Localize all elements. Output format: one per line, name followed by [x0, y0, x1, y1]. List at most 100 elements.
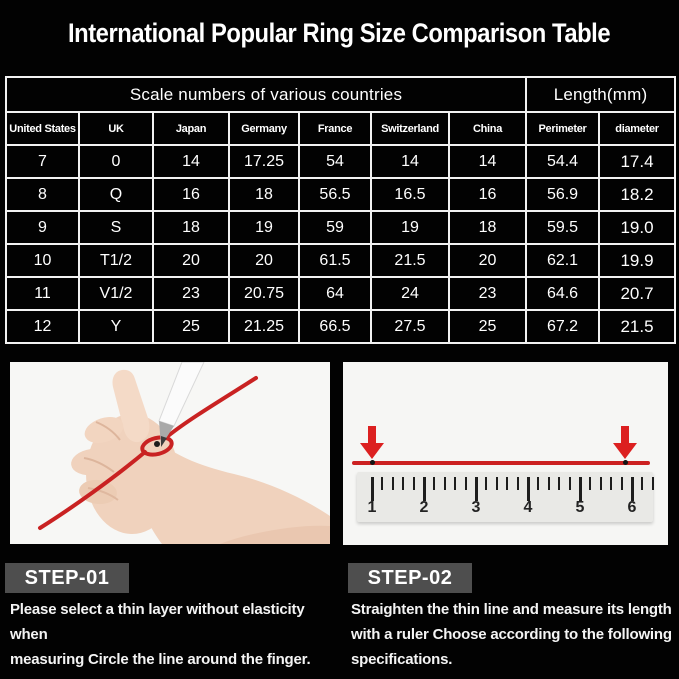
- table-cell: 20: [152, 243, 230, 278]
- table-cell: 61.5: [298, 243, 372, 278]
- table-cell: 64.6: [525, 276, 601, 311]
- table-row: 7 0 14 17.25 54 14 14 54.4 17.4: [5, 144, 677, 179]
- table-cell: 20.7: [598, 276, 677, 311]
- ruler-tick: [568, 477, 571, 490]
- table-cell: 16: [447, 177, 528, 212]
- table-row: 11 V1/2 23 20.75 64 24 23 64.6 20.7: [5, 276, 677, 311]
- table-cell: 9: [5, 210, 80, 245]
- pen-mark: [154, 441, 160, 447]
- ruler-tick: [423, 477, 426, 501]
- ruler-tick: [579, 477, 582, 501]
- ruler-tick: [443, 477, 446, 490]
- table-cell: 11: [5, 276, 80, 311]
- ruler-tick: [558, 477, 561, 490]
- ruler-strip: 1 2 3 4 5 6: [357, 472, 654, 522]
- table-row: 12 Y 25 21.25 66.5 27.5 25 67.2 21.5: [5, 309, 677, 344]
- measure-dot: [623, 460, 628, 465]
- ruler-tick: [527, 477, 530, 501]
- table-cell: 19: [370, 210, 450, 245]
- ruler-number: 5: [575, 499, 585, 516]
- table-cell: 0: [78, 144, 154, 179]
- ruler-tick: [495, 477, 498, 490]
- table-cell: 7: [5, 144, 80, 179]
- ruler-tick: [516, 477, 519, 490]
- ruler-tick: [475, 477, 478, 501]
- ruler-tick: [641, 477, 644, 490]
- step1-label: STEP-01: [24, 567, 110, 589]
- table-cell: 18: [447, 210, 528, 245]
- column-header: China: [447, 111, 528, 146]
- ruler-tick: [371, 477, 374, 501]
- table-cell: S: [78, 210, 154, 245]
- table-cell: 64: [298, 276, 372, 311]
- ruler-tick: [547, 477, 550, 490]
- table-cell: 56.9: [525, 177, 601, 212]
- table-cell: V1/2: [78, 276, 154, 311]
- table-cell: 62.1: [525, 243, 601, 278]
- ruler-tick: [620, 477, 623, 490]
- column-header: United States: [5, 111, 80, 146]
- table-cell: 54.4: [525, 144, 601, 179]
- table-cell: 21.25: [228, 309, 300, 344]
- table-cell: 59: [298, 210, 372, 245]
- ruler-tick: [412, 477, 415, 490]
- table-cell: Y: [78, 309, 154, 344]
- table-cell: 14: [152, 144, 230, 179]
- ruler-tick: [391, 477, 394, 490]
- ruler-tick: [537, 477, 540, 490]
- table-cell: 20: [228, 243, 300, 278]
- ruler-tick: [454, 477, 457, 490]
- table-cell: T1/2: [78, 243, 154, 278]
- group-header-scale-countries: Scale numbers of various countries: [4, 76, 528, 113]
- column-header: Germany: [228, 111, 300, 146]
- table-cell: 19: [228, 210, 300, 245]
- ruler-number: 1: [367, 499, 377, 516]
- table-cell: 12: [5, 309, 80, 344]
- ruler-tick: [381, 477, 384, 490]
- ruler-tick: [631, 477, 634, 501]
- column-header: Japan: [152, 111, 230, 146]
- table-cell: 19.9: [598, 243, 677, 278]
- ruler-number: 3: [471, 499, 481, 516]
- column-header: UK: [78, 111, 154, 146]
- table-cell: 18.2: [598, 177, 677, 212]
- step2-label: STEP-02: [367, 567, 453, 589]
- ruler-number: 6: [627, 499, 637, 516]
- table-cell: 16.5: [370, 177, 450, 212]
- table-cell: 25: [447, 309, 528, 344]
- ruler-tick: [651, 477, 654, 490]
- table-cell: 23: [152, 276, 230, 311]
- table-cell: 21.5: [370, 243, 450, 278]
- step2-banner: STEP-02: [348, 563, 472, 593]
- table-cell: 18: [228, 177, 300, 212]
- table-cell: 8: [5, 177, 80, 212]
- ruler-tick: [506, 477, 509, 490]
- column-header: Perimeter: [525, 111, 601, 146]
- table-cell: 21.5: [598, 309, 677, 344]
- table-cell: Q: [78, 177, 154, 212]
- table-cell: 67.2: [525, 309, 601, 344]
- column-header: diameter: [598, 111, 677, 146]
- table-cell: 10: [5, 243, 80, 278]
- step1-photo-panel: [10, 361, 330, 544]
- ruler-tick: [599, 477, 602, 490]
- table-cell: 17.4: [598, 144, 677, 179]
- table-cell: 17.25: [228, 144, 300, 179]
- ring-size-table: Scale numbers of various countries Lengt…: [4, 76, 677, 344]
- step2-description: Straighten the thin line and measure its…: [351, 601, 672, 668]
- ruler-tick: [485, 477, 488, 490]
- ruler-tick: [433, 477, 436, 490]
- measure-dot: [370, 460, 375, 465]
- table-row: 9 S 18 19 59 19 18 59.5 19.0: [5, 210, 677, 245]
- table-group-header-row: Scale numbers of various countries Lengt…: [4, 76, 677, 113]
- ruler-tick: [464, 477, 467, 490]
- table-row: 8 Q 16 18 56.5 16.5 16 56.9 18.2: [5, 177, 677, 212]
- hand-shape: [71, 369, 330, 544]
- ruler-number: 2: [419, 499, 429, 516]
- table-column-header-row: United States UK Japan Germany France Switzer…: [5, 111, 677, 146]
- down-arrow-icon: [613, 426, 637, 460]
- table-cell: 59.5: [525, 210, 601, 245]
- table-cell: 16: [152, 177, 230, 212]
- pen-icon: [154, 361, 205, 447]
